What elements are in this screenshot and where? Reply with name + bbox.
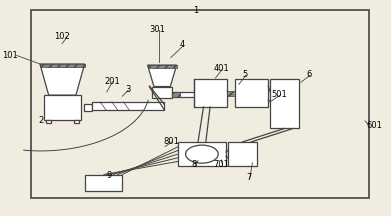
Bar (270, 79, 299, 128)
Text: 102: 102 (54, 32, 70, 41)
Text: 601: 601 (367, 121, 383, 130)
Bar (172, 92, 180, 97)
Text: 3: 3 (126, 85, 131, 94)
Text: 4: 4 (180, 40, 185, 49)
Text: 7: 7 (246, 173, 251, 182)
Polygon shape (40, 64, 84, 67)
Text: 501: 501 (272, 90, 287, 98)
Text: 2: 2 (38, 116, 43, 125)
Text: 801: 801 (163, 137, 179, 146)
Bar (194, 79, 227, 107)
Polygon shape (147, 65, 177, 87)
Bar (74, 120, 79, 123)
Bar (178, 142, 226, 166)
Text: 101: 101 (3, 51, 18, 60)
Bar (152, 87, 172, 98)
Circle shape (186, 145, 218, 163)
Text: 401: 401 (213, 64, 229, 73)
Bar (46, 120, 51, 123)
Text: 201: 201 (105, 77, 120, 86)
Text: 6: 6 (306, 70, 311, 79)
Bar (227, 91, 235, 96)
Bar (235, 79, 268, 107)
Polygon shape (40, 64, 84, 95)
Text: 1: 1 (194, 6, 199, 15)
Text: 8: 8 (192, 160, 197, 169)
Text: 5: 5 (242, 70, 247, 79)
Bar (92, 102, 164, 110)
Bar (84, 104, 92, 111)
Bar (31, 10, 369, 198)
Text: 301: 301 (149, 25, 165, 34)
Bar (172, 92, 194, 97)
Bar (85, 175, 122, 191)
Polygon shape (147, 65, 177, 68)
Bar (44, 95, 81, 120)
Text: 701: 701 (213, 160, 229, 169)
Text: 9: 9 (106, 171, 111, 180)
Bar (228, 142, 257, 166)
